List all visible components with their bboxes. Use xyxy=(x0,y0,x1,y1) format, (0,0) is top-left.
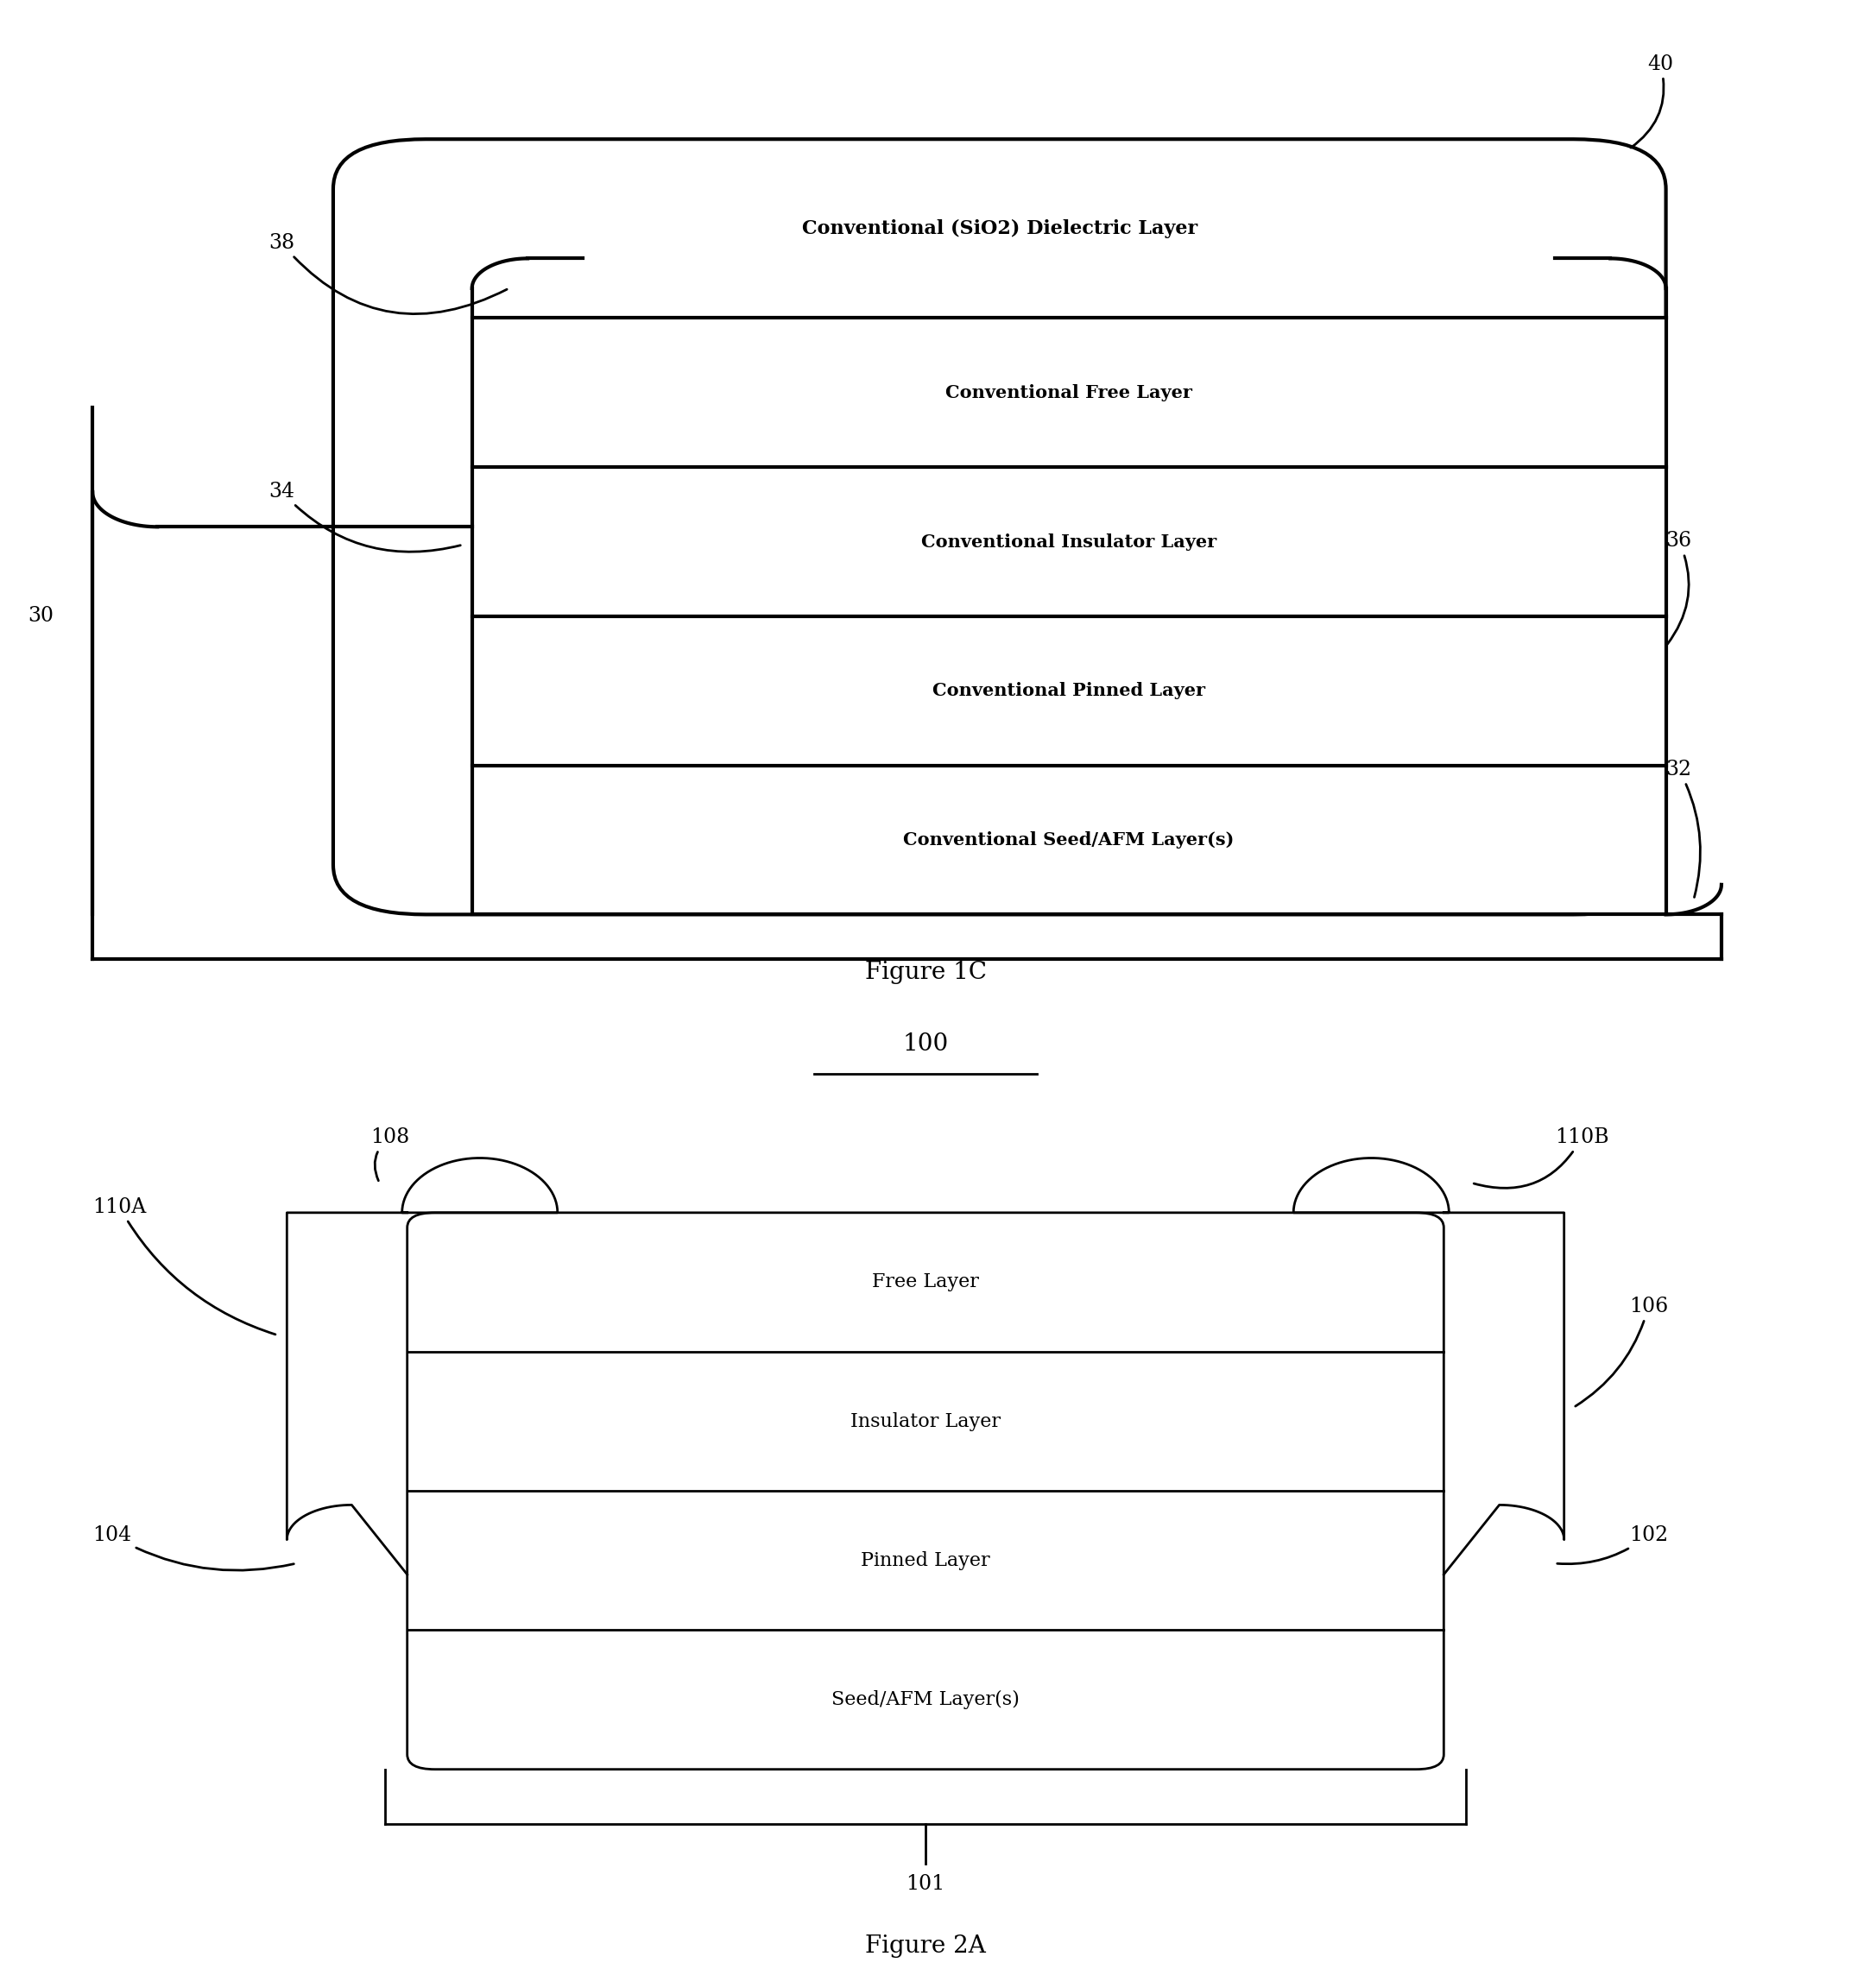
Text: Conventional Insulator Layer: Conventional Insulator Layer xyxy=(922,533,1216,551)
Text: 38: 38 xyxy=(268,233,507,314)
Text: 32: 32 xyxy=(1666,759,1701,897)
Text: Conventional Seed/AFM Layer(s): Conventional Seed/AFM Layer(s) xyxy=(903,831,1235,849)
Text: Figure 2A: Figure 2A xyxy=(864,1934,987,1958)
Text: Conventional (SiO2) Dielectric Layer: Conventional (SiO2) Dielectric Layer xyxy=(801,219,1198,239)
Text: 106: 106 xyxy=(1575,1296,1668,1406)
Text: 34: 34 xyxy=(268,481,461,553)
Text: 110B: 110B xyxy=(1473,1127,1609,1189)
Text: Free Layer: Free Layer xyxy=(872,1272,979,1292)
Text: 101: 101 xyxy=(905,1873,946,1893)
Text: Seed/AFM Layer(s): Seed/AFM Layer(s) xyxy=(831,1690,1020,1710)
Text: 102: 102 xyxy=(1557,1525,1668,1565)
Bar xyxy=(472,318,1666,914)
Text: 36: 36 xyxy=(1666,531,1692,644)
Text: 108: 108 xyxy=(370,1127,409,1181)
Text: 30: 30 xyxy=(28,606,54,626)
FancyBboxPatch shape xyxy=(407,1213,1444,1769)
Text: Pinned Layer: Pinned Layer xyxy=(861,1551,990,1571)
Text: Insulator Layer: Insulator Layer xyxy=(850,1411,1001,1431)
Text: 40: 40 xyxy=(1631,54,1673,147)
Text: 100: 100 xyxy=(903,1032,948,1056)
Text: Conventional Free Layer: Conventional Free Layer xyxy=(946,384,1192,402)
Text: 104: 104 xyxy=(93,1525,294,1571)
FancyBboxPatch shape xyxy=(333,139,1666,914)
Text: 110A: 110A xyxy=(93,1197,276,1334)
Text: Conventional Pinned Layer: Conventional Pinned Layer xyxy=(933,682,1205,700)
Text: Figure 1C: Figure 1C xyxy=(864,960,987,984)
